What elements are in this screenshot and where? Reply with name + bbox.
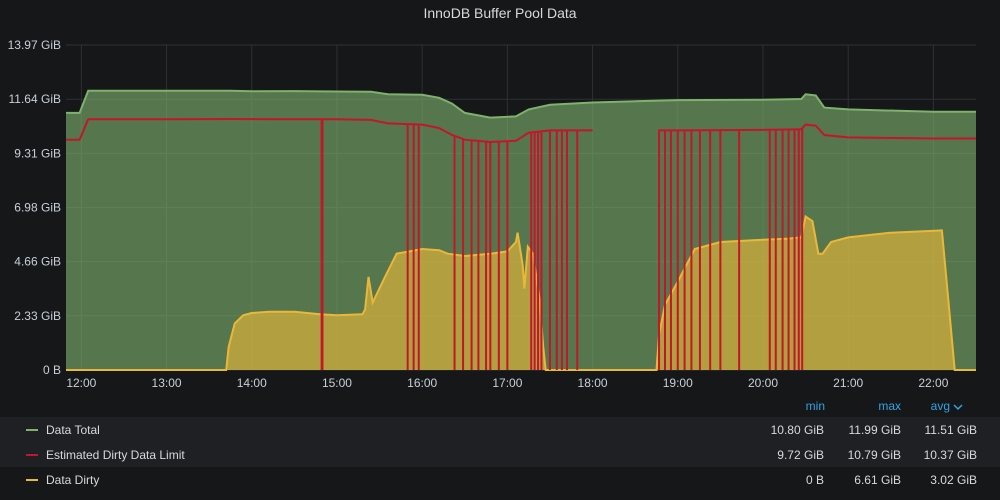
x-tick-label: 20:00 <box>748 376 778 390</box>
legend-value-max: 10.79 GiB <box>847 448 901 462</box>
legend-row-dirty-limit[interactable]: Estimated Dirty Data Limit 9.72 GiB 10.7… <box>0 442 1000 467</box>
chart-axes: 0 B 2.33 GiB 4.66 GiB 6.98 GiB 9.31 GiB 11.64… <box>8 38 949 390</box>
legend-row-data-dirty[interactable]: Data Dirty 0 B 6.61 GiB 3.02 GiB <box>0 467 1000 492</box>
chart-series <box>66 89 976 371</box>
x-tick-label: 15:00 <box>322 376 352 390</box>
legend-value-max: 6.61 GiB <box>854 473 901 487</box>
legend-series-name[interactable]: Data Total <box>46 423 100 437</box>
chevron-down-icon <box>953 404 963 410</box>
x-tick-label: 16:00 <box>407 376 437 390</box>
series-line-data-total <box>66 89 976 119</box>
y-tick-label: 2.33 GiB <box>14 309 61 323</box>
legend-row-data-total[interactable]: Data Total 10.80 GiB 11.99 GiB 11.51 GiB <box>0 417 1000 442</box>
y-tick-label: 4.66 GiB <box>14 255 61 269</box>
legend-value-avg: 10.37 GiB <box>923 448 977 462</box>
legend-value-min: 10.80 GiB <box>770 423 824 437</box>
legend-value-min: 0 B <box>805 473 824 487</box>
x-tick-label: 19:00 <box>663 376 693 390</box>
y-tick-label: 9.31 GiB <box>14 146 61 160</box>
series-line-data-dirty <box>66 214 976 371</box>
x-tick-label: 13:00 <box>152 376 182 390</box>
legend-value-avg: 11.51 GiB <box>924 423 977 437</box>
panel-title[interactable]: InnoDB Buffer Pool Data <box>423 5 577 21</box>
y-tick-label: 6.98 GiB <box>14 201 61 215</box>
legend-swatch-dirty-limit <box>26 454 38 456</box>
legend-value-max: 11.99 GiB <box>848 423 901 437</box>
legend-swatch-data-dirty <box>26 479 38 481</box>
legend-series-name[interactable]: Estimated Dirty Data Limit <box>46 448 185 462</box>
legend-header-max[interactable]: max <box>878 399 901 413</box>
legend-value-avg: 3.02 GiB <box>930 473 977 487</box>
x-tick-label: 14:00 <box>237 376 267 390</box>
y-tick-label: 13.97 GiB <box>8 38 61 52</box>
legend-swatch-data-total <box>26 429 38 431</box>
x-tick-label: 12:00 <box>66 376 96 390</box>
legend-header: min max avg <box>0 393 1000 417</box>
chart-area[interactable]: 0 B 2.33 GiB 4.66 GiB 6.98 GiB 9.31 GiB 11.64… <box>0 0 1000 395</box>
x-tick-label: 22:00 <box>918 376 948 390</box>
legend-header-avg[interactable]: avg <box>903 399 963 413</box>
legend-header-min[interactable]: min <box>805 399 825 413</box>
legend-value-min: 9.72 GiB <box>777 448 824 462</box>
y-tick-label: 0 B <box>43 363 61 377</box>
x-tick-label: 21:00 <box>833 376 863 390</box>
legend-series-name[interactable]: Data Dirty <box>46 473 100 487</box>
series-area-data-dirty <box>66 216 976 370</box>
legend-header-avg-label: avg <box>930 399 950 413</box>
x-tick-label: 18:00 <box>578 376 608 390</box>
x-tick-label: 17:00 <box>492 376 522 390</box>
y-tick-label: 11.64 GiB <box>9 92 61 106</box>
legend-table: min max avg Data Total 10.80 GiB 11.99 G… <box>0 393 1000 492</box>
